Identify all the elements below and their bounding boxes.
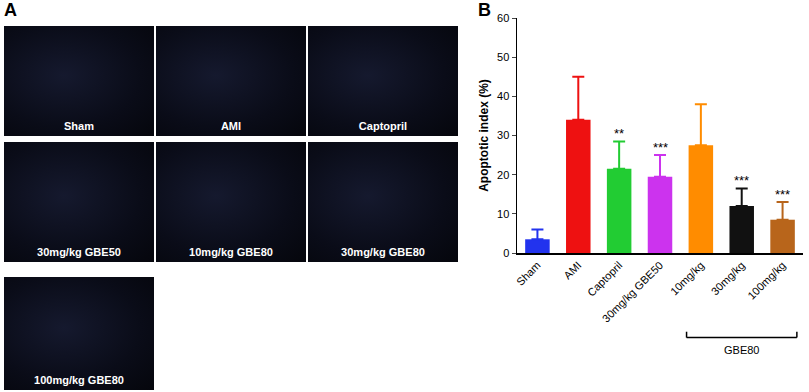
svg-text:20: 20 [497,169,509,181]
svg-text:10mg/kg: 10mg/kg [668,259,706,297]
svg-text:30mg/kg: 30mg/kg [709,259,747,297]
svg-text:60: 60 [497,12,509,24]
html-text:B: B [478,0,491,20]
svg-text:Sham: Sham [514,259,543,288]
svg-text:**: ** [614,126,624,141]
svg-text:40: 40 [497,90,509,102]
svg-text:GBE80: GBE80 [724,344,759,356]
svg-text:10: 10 [497,208,509,220]
html-text:Sham: Sham [64,120,94,132]
svg-text:Apoptotic index (%): Apoptotic index (%) [477,79,491,192]
svg-text:0: 0 [503,247,509,259]
svg-text:***: *** [775,187,790,202]
html-text:A: A [4,0,17,20]
svg-text:30: 30 [497,129,509,141]
svg-text:***: *** [653,140,668,155]
svg-text:50: 50 [497,51,509,63]
html-text:30mg/kg GBE80: 30mg/kg GBE80 [341,246,425,258]
svg-text:30mg/kg GBE50: 30mg/kg GBE50 [600,259,666,325]
html-text:30mg/kg GBE50: 30mg/kg GBE50 [37,246,121,258]
svg-text:Captopril: Captopril [585,259,625,299]
html-text:100mg/kg GBE80: 100mg/kg GBE80 [34,374,124,386]
svg-text:***: *** [734,173,749,188]
svg-text:100mg/kg: 100mg/kg [745,259,788,302]
html-text:AMI: AMI [220,120,242,132]
html-text:Captopril: Captopril [358,120,408,132]
svg-text:AMI: AMI [561,259,583,281]
html-text:10mg/kg GBE80: 10mg/kg GBE80 [189,246,273,258]
